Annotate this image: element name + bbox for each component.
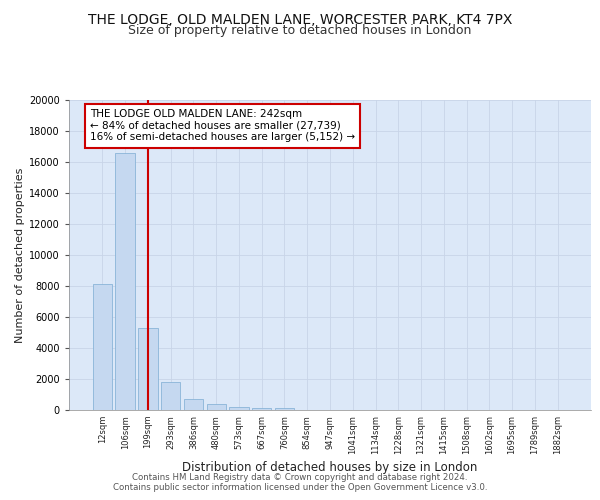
Text: Contains HM Land Registry data © Crown copyright and database right 2024.: Contains HM Land Registry data © Crown c… [132,472,468,482]
Text: THE LODGE OLD MALDEN LANE: 242sqm
← 84% of detached houses are smaller (27,739)
: THE LODGE OLD MALDEN LANE: 242sqm ← 84% … [90,110,355,142]
Bar [184,399,203,410]
Bar [229,406,248,410]
Bar [161,382,181,410]
Y-axis label: Number of detached properties: Number of detached properties [15,168,25,342]
Text: THE LODGE, OLD MALDEN LANE, WORCESTER PARK, KT4 7PX: THE LODGE, OLD MALDEN LANE, WORCESTER PA… [88,12,512,26]
X-axis label: Distribution of detached houses by size in London: Distribution of detached houses by size … [182,461,478,474]
Bar [138,328,158,410]
Bar [206,404,226,410]
Text: Contains public sector information licensed under the Open Government Licence v3: Contains public sector information licen… [113,482,487,492]
Bar [115,152,135,410]
Text: Size of property relative to detached houses in London: Size of property relative to detached ho… [128,24,472,37]
Bar [252,408,271,410]
Bar [93,284,112,410]
Bar [275,408,294,410]
